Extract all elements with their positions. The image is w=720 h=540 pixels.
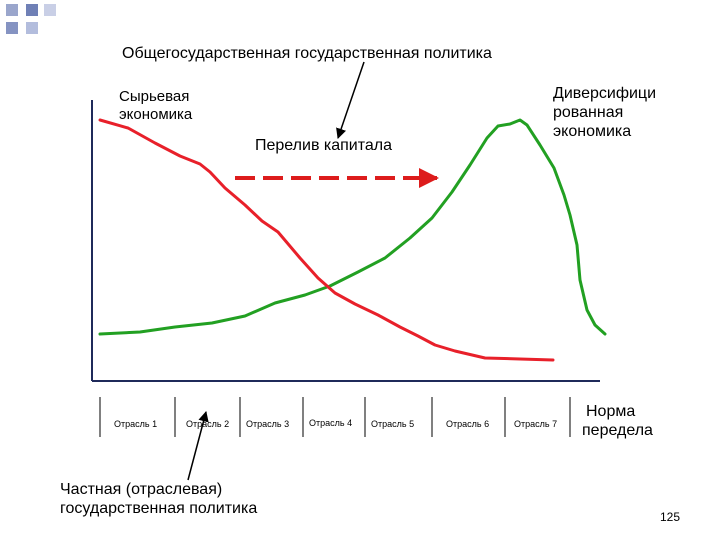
sector-policy-label-line-2: государственная политика	[60, 500, 258, 518]
sector-label-2: Отрасль 2	[186, 419, 230, 429]
national-policy-pointer-arrow	[336, 61, 365, 139]
sector-label-7: Отрасль 7	[514, 419, 558, 429]
capital-flow-label: Перелив капитала	[255, 137, 393, 154]
sector-label-6: Отрасль 6	[446, 419, 490, 429]
sector-dividers	[99, 397, 571, 437]
decor-square-1	[6, 4, 18, 16]
raw-economy-label: Сырьевая экономика	[119, 88, 192, 124]
decor-square-4	[6, 22, 18, 34]
sector-label-1: Отрасль 1	[114, 419, 158, 429]
raw-economy-curve	[98, 118, 555, 362]
sector-label-5: Отрасль 5	[371, 419, 415, 429]
diversified-economy-label-line-1: Диверсифици	[553, 85, 657, 102]
decor-square-2	[26, 4, 38, 16]
sector-label-4: Отрасль 4	[309, 418, 353, 428]
diversified-economy-label: Диверсифици рованная экономика	[553, 84, 656, 142]
decor-square-5	[26, 22, 38, 34]
sector-policy-label: Частная (отраслевая) государственная пол…	[60, 480, 257, 518]
raw-economy-label-line-1: Сырьевая	[119, 88, 190, 105]
diversified-economy-curve	[98, 118, 607, 336]
processing-rate-label-line-1: Норма	[586, 403, 636, 420]
page-number: 125	[660, 510, 681, 524]
processing-rate-label-line-2: передела	[582, 422, 653, 440]
sector-label-3: Отрасль 3	[246, 419, 290, 429]
diversified-economy-label-line-2: рованная	[553, 104, 624, 122]
diversified-economy-label-line-3: экономика	[553, 123, 632, 141]
sector-policy-label-line-1: Частная (отраслевая)	[60, 481, 223, 498]
sector-policy-pointer-arrow	[187, 410, 209, 481]
decor-square-3	[44, 4, 56, 16]
raw-economy-label-line-2: экономика	[119, 106, 193, 123]
processing-rate-label: Норма передела	[582, 402, 653, 440]
top-policy-label: Общегосударственная государственная поли…	[122, 45, 492, 62]
